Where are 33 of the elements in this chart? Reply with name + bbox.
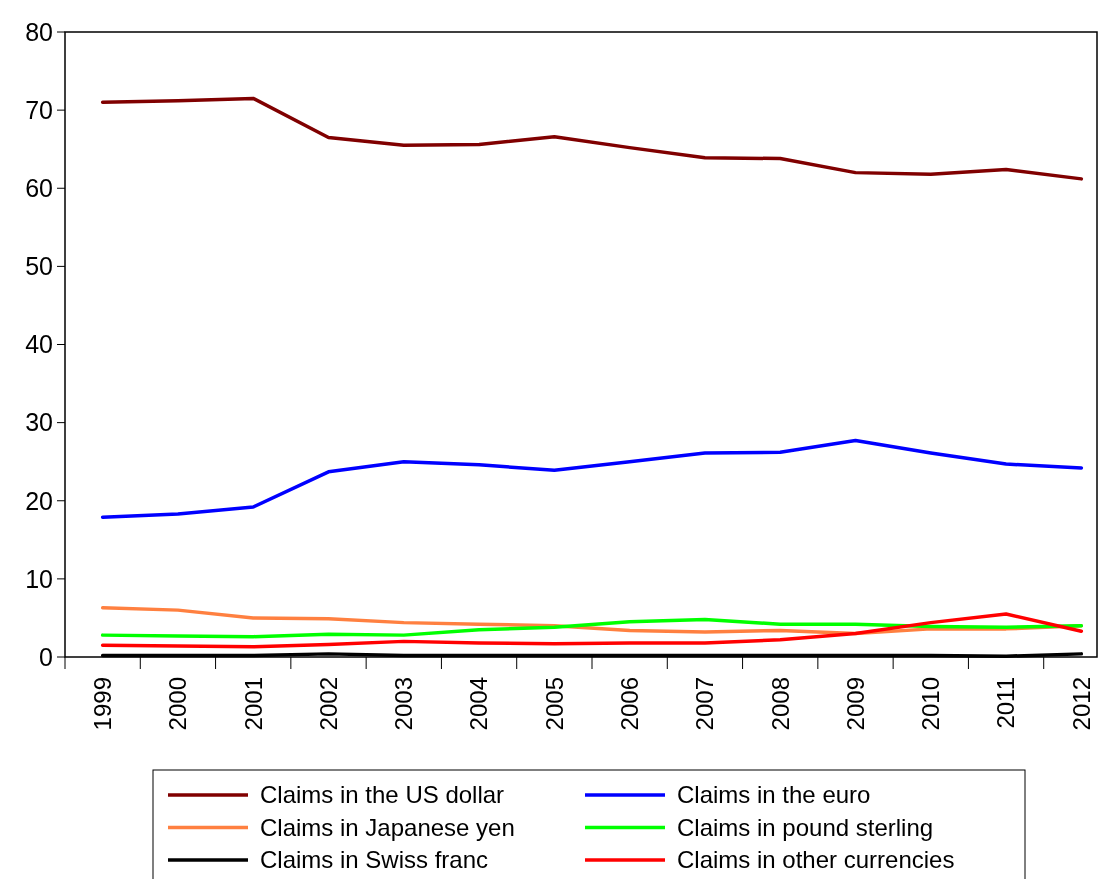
legend-label: Claims in the euro — [677, 781, 871, 809]
x-tick-label: 2004 — [465, 677, 493, 731]
x-tick-label: 2007 — [691, 677, 719, 731]
legend-label: Claims in Swiss franc — [260, 846, 489, 874]
x-tick-label: 2003 — [390, 677, 418, 731]
y-tick-label: 10 — [25, 564, 53, 593]
y-tick-label: 70 — [25, 95, 53, 124]
x-tick-label: 2009 — [841, 677, 869, 731]
legend-label: Claims in other currencies — [677, 846, 955, 874]
x-tick-label: 2000 — [164, 677, 192, 731]
y-tick-label: 40 — [25, 330, 53, 359]
y-tick-label: 50 — [25, 252, 53, 281]
line-series — [100, 96, 1084, 181]
y-tick-label: 60 — [25, 174, 53, 202]
x-tick-label: 1999 — [89, 677, 117, 731]
legend-label: Claims in pound sterling — [677, 813, 934, 841]
x-tick-label: 2008 — [766, 677, 794, 731]
x-tick-label: 2002 — [314, 677, 342, 731]
line-series — [100, 612, 1084, 649]
x-tick-label: 2001 — [239, 677, 267, 731]
line-series — [100, 617, 1084, 639]
legend-label: Claims in the US dollar — [260, 781, 505, 809]
x-tick-label: 2010 — [917, 677, 945, 731]
line-series — [100, 438, 1084, 519]
y-tick-label: 20 — [25, 486, 53, 515]
y-tick-label: 30 — [25, 408, 53, 437]
x-tick-label: 2006 — [616, 677, 644, 731]
x-tick-label: 2011 — [992, 677, 1020, 729]
x-tick-label: 2005 — [540, 677, 568, 731]
y-tick-label: 80 — [25, 17, 53, 46]
legend-label: Claims in Japanese yen — [260, 813, 515, 841]
x-tick-label: 2012 — [1067, 677, 1095, 731]
y-tick-label: 0 — [39, 642, 53, 671]
